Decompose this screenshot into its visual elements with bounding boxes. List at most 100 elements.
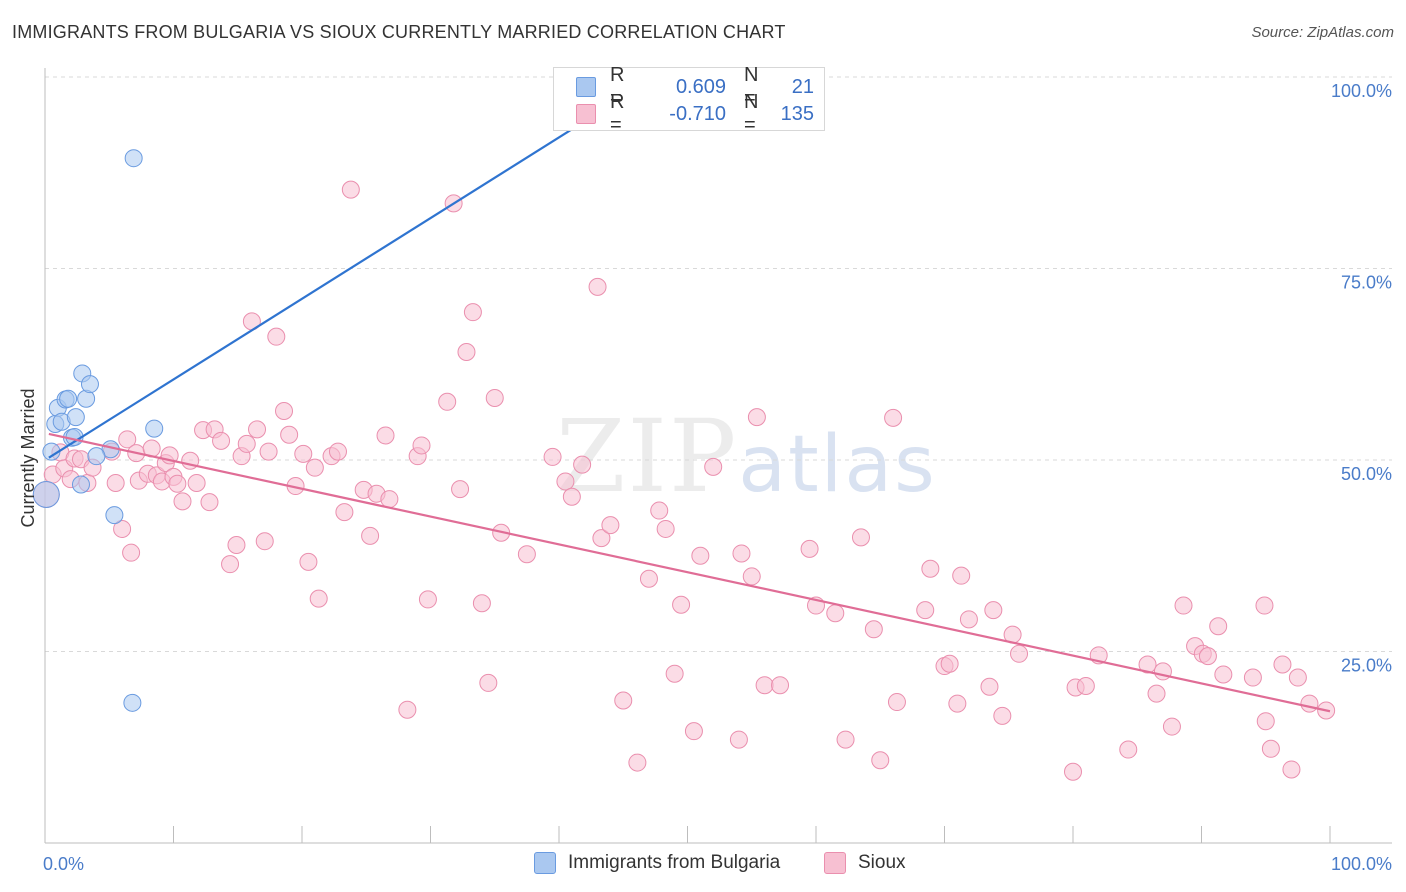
sioux-point bbox=[122, 543, 141, 562]
sioux-point bbox=[335, 503, 354, 522]
bulgaria-point bbox=[80, 375, 99, 394]
sioux-point bbox=[864, 620, 883, 639]
sioux-point bbox=[732, 544, 751, 563]
sioux-point bbox=[948, 694, 967, 713]
legend-item-bulgaria[interactable]: Immigrants from Bulgaria bbox=[534, 852, 780, 874]
legend-n-value: 135 bbox=[780, 102, 814, 125]
sioux-point bbox=[562, 487, 581, 506]
sioux-point bbox=[729, 730, 748, 749]
legend-item-sioux[interactable]: Sioux bbox=[824, 852, 906, 874]
sioux-point bbox=[836, 730, 855, 749]
sioux-point bbox=[113, 519, 132, 538]
sioux-point bbox=[601, 516, 620, 535]
legend-r-label: R = bbox=[610, 64, 625, 109]
sioux-point bbox=[106, 473, 125, 492]
sioux-point bbox=[684, 722, 703, 741]
sioux-point bbox=[457, 342, 476, 361]
sioux-point bbox=[656, 519, 675, 538]
sioux-point bbox=[1010, 644, 1029, 663]
sioux-point bbox=[418, 590, 437, 609]
sioux-point bbox=[118, 430, 137, 449]
sioux-point bbox=[463, 303, 482, 322]
axis-labels: 25.0% 50.0% 75.0% 100.0% 0.0% 100.0% Currently… bbox=[18, 81, 1392, 874]
y-tick-label: 75.0% bbox=[1341, 273, 1392, 293]
sioux-point bbox=[887, 693, 906, 712]
legend-r-label: R = bbox=[610, 91, 625, 136]
sioux-point bbox=[212, 431, 231, 450]
sioux-point bbox=[1076, 676, 1095, 695]
sioux-point bbox=[800, 539, 819, 558]
chart-source: Source: ZipAtlas.com bbox=[1251, 24, 1394, 41]
x-tick-label-min: 0.0% bbox=[43, 854, 84, 874]
sioux-point bbox=[592, 529, 611, 548]
y-tick-label: 25.0% bbox=[1341, 656, 1392, 676]
y-tick-label: 50.0% bbox=[1341, 464, 1392, 484]
sioux-point bbox=[921, 559, 940, 578]
sioux-point bbox=[980, 677, 999, 696]
sioux-point bbox=[187, 473, 206, 492]
sioux-point bbox=[742, 567, 761, 586]
sioux-point bbox=[168, 474, 187, 493]
sioux-point bbox=[959, 610, 978, 629]
sioux-point bbox=[573, 455, 592, 474]
sioux-point bbox=[871, 751, 890, 770]
sioux-point bbox=[517, 545, 536, 564]
sioux-point bbox=[628, 753, 647, 772]
sioux-point bbox=[259, 442, 278, 461]
legend-label-bulgaria: Immigrants from Bulgaria bbox=[568, 852, 781, 873]
sioux-point bbox=[1288, 668, 1307, 687]
bulgaria-points bbox=[32, 68, 661, 712]
sioux-point bbox=[1243, 668, 1262, 687]
sioux-point bbox=[771, 676, 790, 695]
bulgaria-point bbox=[145, 419, 164, 438]
sioux-point bbox=[691, 546, 710, 565]
sioux-point bbox=[704, 457, 723, 476]
legend-swatch-bulgaria bbox=[534, 852, 556, 874]
bulgaria-point bbox=[123, 693, 142, 712]
sioux-point bbox=[376, 426, 395, 445]
x-tick-label-max: 100.0% bbox=[1331, 854, 1392, 874]
sioux-point bbox=[309, 589, 328, 608]
sioux-point bbox=[1256, 712, 1275, 731]
legend-row-bulgaria: R = 0.609 N = 21 bbox=[554, 64, 814, 109]
legend-n-value: 21 bbox=[791, 75, 814, 98]
sioux-point bbox=[275, 401, 294, 420]
sioux-point bbox=[412, 436, 431, 455]
sioux-point bbox=[1300, 694, 1319, 713]
bulgaria-point bbox=[71, 475, 90, 494]
bulgaria-point bbox=[124, 149, 143, 168]
sioux-point bbox=[755, 676, 774, 695]
sioux-point bbox=[485, 388, 504, 407]
bulgaria-trend-line bbox=[48, 78, 653, 459]
sioux-point bbox=[940, 654, 959, 673]
legend-swatch-sioux bbox=[824, 852, 846, 874]
y-tick-label: 100.0% bbox=[1331, 81, 1392, 101]
bulgaria-point bbox=[66, 408, 85, 427]
sioux-point bbox=[665, 664, 684, 683]
sioux-point bbox=[361, 526, 380, 545]
sioux-point bbox=[672, 595, 691, 614]
sioux-point bbox=[173, 492, 192, 511]
sioux-point bbox=[650, 501, 669, 520]
sioux-point bbox=[472, 594, 491, 613]
sioux-point bbox=[1198, 647, 1217, 666]
series-legend: Immigrants from Bulgaria Sioux bbox=[0, 852, 1406, 878]
bulgaria-point bbox=[32, 480, 60, 508]
legend-label-sioux: Sioux bbox=[858, 852, 906, 873]
sioux-point bbox=[1255, 596, 1274, 615]
sioux-point bbox=[1209, 617, 1228, 636]
chart-title: IMMIGRANTS FROM BULGARIA VS SIOUX CURREN… bbox=[12, 22, 786, 42]
y-axis-label: Currently Married bbox=[18, 388, 38, 527]
sioux-point bbox=[1214, 665, 1233, 684]
sioux-point bbox=[614, 691, 633, 710]
sioux-point bbox=[341, 180, 360, 199]
sioux-point bbox=[543, 447, 562, 466]
sioux-point bbox=[1138, 655, 1157, 674]
bulgaria-point bbox=[59, 389, 78, 408]
legend-n-label: N = bbox=[744, 64, 759, 109]
sioux-point bbox=[556, 472, 575, 491]
gridlines bbox=[45, 76, 1392, 652]
sioux-point bbox=[438, 392, 457, 411]
sioux-point bbox=[227, 536, 246, 555]
